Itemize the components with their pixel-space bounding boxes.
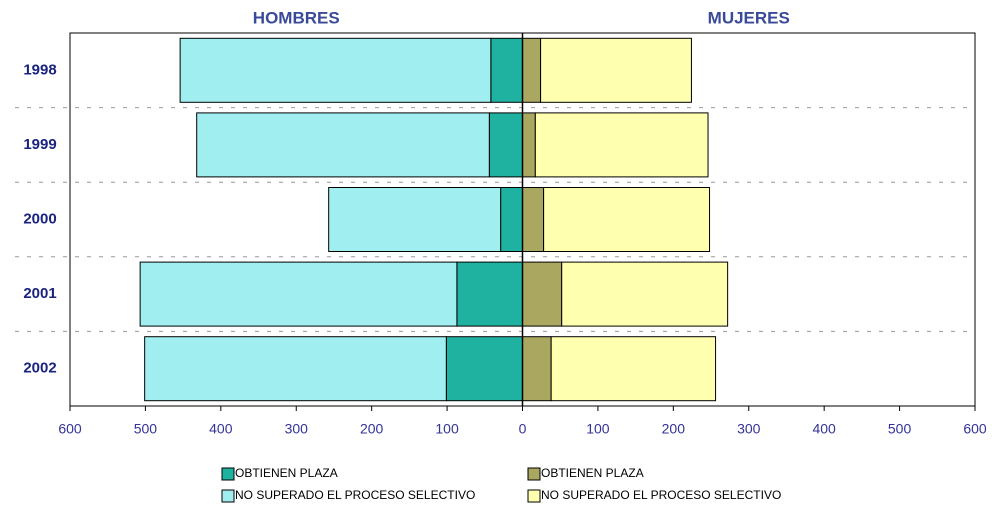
- legend-swatch: [527, 467, 541, 481]
- legend-label: NO SUPERADO EL PROCESO SELECTIVO: [541, 488, 781, 502]
- bar: [522, 261, 563, 327]
- bar: [500, 187, 524, 252]
- x-tick-label: 0: [519, 421, 527, 437]
- y-tick-label: 1998: [23, 61, 56, 78]
- legend-label: OBTIENEN PLAZA: [235, 466, 338, 480]
- legend-swatch: [527, 489, 541, 503]
- bar: [522, 336, 552, 402]
- bar: [534, 112, 709, 178]
- x-tick-label: 400: [812, 421, 836, 437]
- bar: [139, 261, 458, 327]
- bar: [445, 336, 523, 402]
- x-tick-label: 100: [435, 421, 459, 437]
- x-tick-label: 100: [586, 421, 610, 437]
- legend-swatch: [221, 467, 235, 481]
- bar: [543, 187, 711, 252]
- y-tick-label: 2000: [23, 210, 56, 227]
- x-tick-label: 500: [888, 421, 912, 437]
- y-tick-label: 2001: [23, 285, 56, 302]
- bar: [144, 336, 447, 402]
- bar: [328, 187, 502, 252]
- bar: [490, 37, 524, 103]
- side-header: MUJERES: [708, 8, 790, 27]
- x-tick-label: 600: [963, 421, 987, 437]
- bar: [522, 37, 542, 103]
- bar: [456, 261, 524, 327]
- bar: [488, 112, 524, 178]
- legend-swatch: [221, 489, 235, 503]
- bar: [550, 336, 717, 402]
- x-tick-label: 500: [134, 421, 158, 437]
- bar: [522, 112, 536, 178]
- x-tick-label: 600: [58, 421, 82, 437]
- x-tick-label: 400: [209, 421, 233, 437]
- legend-label: OBTIENEN PLAZA: [541, 466, 644, 480]
- x-tick-label: 200: [662, 421, 686, 437]
- x-tick-label: 300: [285, 421, 309, 437]
- legend-label: NO SUPERADO EL PROCESO SELECTIVO: [235, 488, 475, 502]
- side-header: HOMBRES: [253, 8, 340, 27]
- y-tick-label: 1999: [23, 136, 56, 153]
- bar: [522, 187, 545, 252]
- bar: [540, 37, 692, 103]
- bar: [561, 261, 729, 327]
- x-tick-label: 300: [737, 421, 761, 437]
- bar: [179, 37, 492, 103]
- y-tick-label: 2002: [23, 360, 56, 377]
- bar: [196, 112, 490, 178]
- x-tick-label: 200: [360, 421, 384, 437]
